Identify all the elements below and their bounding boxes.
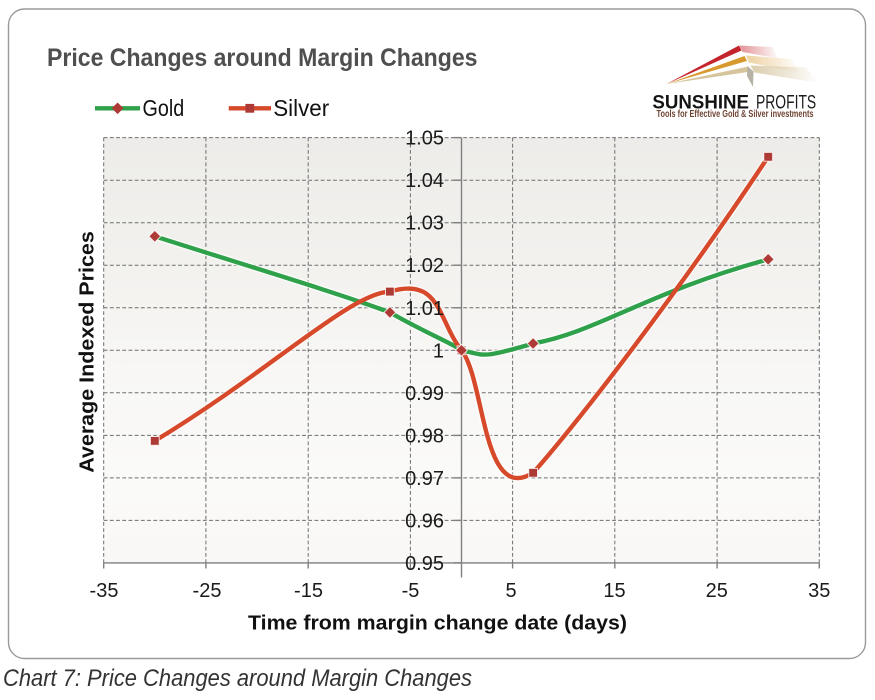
svg-text:Silver: Silver	[273, 95, 329, 121]
svg-text:5: 5	[505, 580, 516, 602]
svg-text:0.96: 0.96	[405, 510, 444, 532]
svg-text:1.05: 1.05	[405, 128, 444, 150]
svg-text:1.01: 1.01	[405, 298, 444, 320]
svg-text:1.02: 1.02	[405, 255, 444, 277]
svg-text:0.99: 0.99	[405, 383, 444, 405]
svg-text:-35: -35	[90, 580, 119, 602]
svg-text:Chart 7: Price Changes around: Chart 7: Price Changes around Margin Cha…	[3, 665, 472, 692]
svg-text:15: 15	[603, 580, 625, 602]
svg-text:35: 35	[808, 580, 830, 602]
svg-text:Time from margin change date (: Time from margin change date (days)	[248, 613, 627, 635]
svg-text:SUNSHINE: SUNSHINE	[652, 92, 749, 114]
svg-text:Tools for Effective Gold & Sil: Tools for Effective Gold & Silver invest…	[657, 109, 814, 120]
svg-text:0.95: 0.95	[405, 553, 444, 575]
svg-text:0.97: 0.97	[405, 468, 444, 490]
svg-text:Gold: Gold	[143, 95, 185, 121]
svg-text:1: 1	[433, 340, 444, 362]
svg-text:1.03: 1.03	[405, 213, 444, 235]
svg-text:25: 25	[706, 580, 728, 602]
svg-text:-15: -15	[294, 580, 323, 602]
svg-text:-5: -5	[402, 580, 420, 602]
svg-text:0.98: 0.98	[405, 425, 444, 447]
svg-text:PROFITS: PROFITS	[756, 92, 816, 114]
svg-text:Average Indexed Prices: Average Indexed Prices	[77, 231, 99, 473]
svg-text:1.04: 1.04	[405, 170, 444, 192]
svg-text:-25: -25	[193, 580, 222, 602]
svg-text:Price Changes around Margin Ch: Price Changes around Margin Changes	[47, 44, 478, 72]
